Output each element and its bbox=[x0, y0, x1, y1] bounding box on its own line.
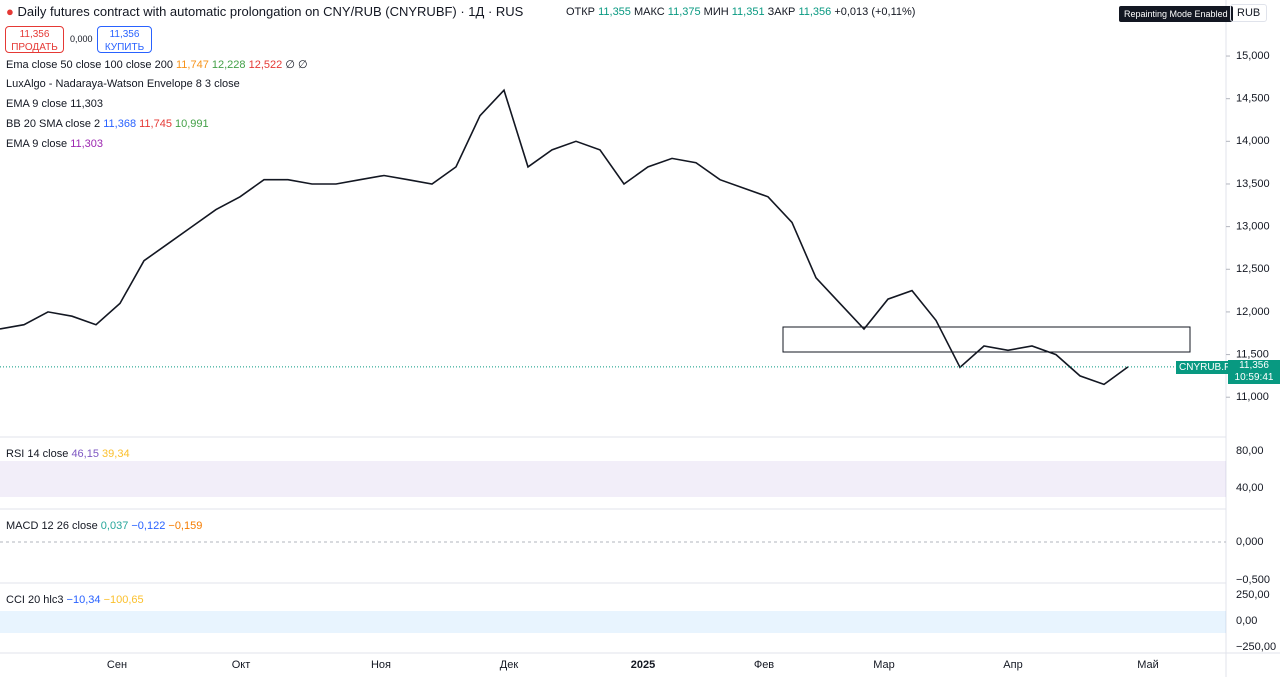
pane-tick-label: 40,00 bbox=[1236, 482, 1264, 494]
pane-name: CCI 20 hlc3 bbox=[6, 594, 64, 606]
pane-value: 0,037 bbox=[100, 520, 129, 532]
indicator-name: EMA 9 close bbox=[6, 98, 68, 110]
y-tick-label: 12,000 bbox=[1236, 306, 1270, 318]
title-text: Daily futures contract with automatic pr… bbox=[17, 4, 524, 19]
ohlc-item: 11,356 bbox=[798, 6, 832, 18]
badge: Repainting Mode Enabled bbox=[1119, 6, 1233, 22]
indicator-value: ∅ ∅ bbox=[285, 59, 308, 71]
pane-legend[interactable]: CCI 20 hlc3 −10,34 −100,65 bbox=[6, 594, 144, 606]
sell-button[interactable]: 11,356 ПРОДАТЬ bbox=[5, 26, 64, 53]
y-tick-label: 14,500 bbox=[1236, 93, 1270, 105]
currency[interactable]: RUB bbox=[1230, 4, 1268, 22]
indicator-name: LuxAlgo - Nadaraya-Watson Envelope 8 3 c… bbox=[6, 78, 240, 90]
pane-name: RSI 14 close bbox=[6, 448, 69, 460]
ohlc: ОТКР 11,355 МАКС 11,375 МИН 11,351 ЗАКР … bbox=[566, 6, 915, 18]
ohlc-item: МАКС bbox=[633, 6, 665, 18]
chart-title: ● Daily futures contract with automatic … bbox=[6, 4, 524, 19]
indicator-value: 11,747 bbox=[176, 59, 209, 71]
indicator-value: 11,745 bbox=[139, 118, 172, 130]
y-tick-label: 13,500 bbox=[1236, 178, 1270, 190]
price-tag: 11,356 10:59:41 bbox=[1228, 360, 1280, 384]
pane-legend[interactable]: RSI 14 close 46,15 39,34 bbox=[6, 448, 130, 460]
sell-label: ПРОДАТЬ bbox=[11, 42, 58, 53]
pane-name: MACD 12 26 close bbox=[6, 520, 98, 532]
y-tick-label: 15,000 bbox=[1236, 50, 1270, 62]
zone-box bbox=[782, 326, 1191, 353]
x-tick-label: Апр bbox=[1003, 659, 1022, 671]
x-tick-label: Окт bbox=[232, 659, 251, 671]
ohlc-item: ОТКР bbox=[566, 6, 596, 18]
indicator-row[interactable]: LuxAlgo - Nadaraya-Watson Envelope 8 3 c… bbox=[6, 78, 240, 90]
spread: 0,000 bbox=[70, 34, 93, 44]
pane-value: −0,122 bbox=[131, 520, 166, 532]
y-tick-label: 12,500 bbox=[1236, 263, 1270, 275]
pane-value: −100,65 bbox=[103, 594, 144, 606]
cci-band bbox=[0, 611, 1226, 633]
indicator-value: 11,303 bbox=[70, 98, 104, 110]
pane-tick-label: −250,00 bbox=[1236, 641, 1276, 653]
y-tick-label: 11,000 bbox=[1236, 391, 1269, 403]
timer: 10:59:41 bbox=[1234, 372, 1274, 383]
symbol-tag: CNYRUB.P bbox=[1176, 361, 1234, 374]
pane-value: 46,15 bbox=[71, 448, 99, 460]
ohlc-item: ЗАКР bbox=[767, 6, 796, 18]
pane-tick-label: −0,500 bbox=[1236, 574, 1270, 586]
indicator-name: EMA 9 close bbox=[6, 138, 68, 150]
indicator-row[interactable]: BB 20 SMA close 2 11,368 11,745 10,991 bbox=[6, 118, 209, 130]
x-tick-label: Май bbox=[1137, 659, 1159, 671]
indicator-value: 10,991 bbox=[175, 118, 209, 130]
price-line bbox=[0, 88, 1129, 386]
buy-label: КУПИТЬ bbox=[104, 42, 145, 53]
pane-value: −0,159 bbox=[168, 520, 203, 532]
indicator-row[interactable]: Ema close 50 close 100 close 200 11,747 … bbox=[6, 58, 308, 71]
y-tick-label: 11,500 bbox=[1236, 348, 1269, 360]
indicator-value: 12,522 bbox=[248, 59, 283, 71]
pane-legend[interactable]: MACD 12 26 close 0,037 −0,122 −0,159 bbox=[6, 520, 202, 532]
pane-value: −10,34 bbox=[66, 594, 101, 606]
rsi-band bbox=[0, 461, 1226, 497]
x-tick-label: Сен bbox=[107, 659, 127, 671]
x-tick-label: 2025 bbox=[631, 659, 655, 671]
pane-tick-label: 0,000 bbox=[1236, 536, 1264, 548]
buy-button[interactable]: 11,356 КУПИТЬ bbox=[97, 26, 152, 53]
pane-tick-label: 0,00 bbox=[1236, 615, 1257, 627]
ohlc-item: МИН bbox=[703, 6, 729, 18]
pane-value: 39,34 bbox=[102, 448, 130, 460]
indicator-value: 11,368 bbox=[103, 118, 137, 130]
ohlc-item: 11,375 bbox=[667, 6, 701, 18]
indicator-value: 12,228 bbox=[211, 59, 246, 71]
price: 11,356 bbox=[1239, 360, 1269, 371]
y-tick-label: 13,000 bbox=[1236, 221, 1270, 233]
sell-price: 11,356 bbox=[19, 29, 50, 40]
ohlc-item: 11,355 bbox=[598, 6, 631, 18]
indicator-value: 11,303 bbox=[70, 138, 104, 150]
pane-tick-label: 250,00 bbox=[1236, 589, 1270, 601]
indicator-name: BB 20 SMA close 2 bbox=[6, 118, 101, 130]
x-tick-label: Фев bbox=[754, 659, 774, 671]
indicator-name: Ema close 50 close 100 close 200 bbox=[6, 59, 173, 71]
ohlc-item: 11,351 bbox=[731, 6, 765, 18]
y-tick-label: 14,000 bbox=[1236, 135, 1270, 147]
x-tick-label: Мар bbox=[873, 659, 895, 671]
indicator-row[interactable]: EMA 9 close 11,303 bbox=[6, 138, 103, 150]
buy-price: 11,356 bbox=[109, 29, 140, 40]
ohlc-item: +0,013 (+0,11%) bbox=[834, 6, 916, 18]
x-tick-label: Дек bbox=[500, 659, 519, 671]
x-tick-label: Ноя bbox=[371, 659, 391, 671]
indicator-row[interactable]: EMA 9 close 11,303 bbox=[6, 98, 103, 110]
pane-tick-label: 80,00 bbox=[1236, 445, 1264, 457]
